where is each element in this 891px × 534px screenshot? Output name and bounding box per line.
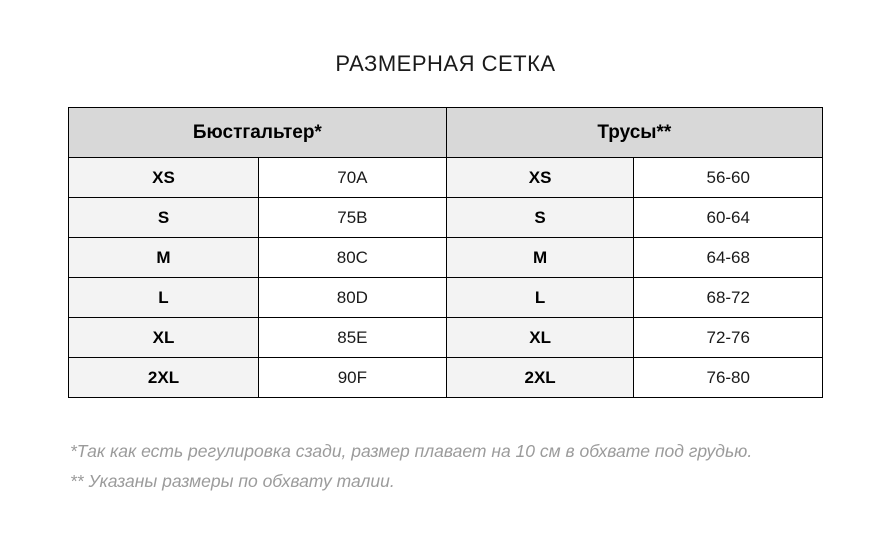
bra-size-label: M	[68, 237, 259, 278]
panties-size-value: 56-60	[633, 157, 823, 198]
panties-size-value: 76-80	[633, 357, 823, 398]
panties-size-label: L	[445, 277, 635, 318]
panties-section-header: Трусы**	[445, 107, 824, 158]
bra-size-value: 90F	[258, 357, 447, 398]
bra-size-value: 85E	[258, 317, 447, 358]
bra-size-label: L	[68, 277, 259, 318]
page-title: РАЗМЕРНАЯ СЕТКА	[335, 51, 556, 76]
panties-size-value: 72-76	[633, 317, 823, 358]
table-header-row: Бюстгальтер* Трусы**	[68, 107, 824, 158]
bra-size-value: 80C	[258, 237, 447, 278]
footnote-bra: *Так как есть регулировка сзади, размер …	[70, 441, 753, 461]
table-row: S 75B S 60-64	[68, 197, 823, 238]
table-row: XS 70A XS 56-60	[68, 157, 823, 198]
panties-size-label: XS	[445, 157, 635, 198]
panties-size-label: XL	[445, 317, 635, 358]
panties-size-label: M	[445, 237, 635, 278]
bra-section-header: Бюстгальтер*	[68, 107, 447, 158]
bra-size-value: 70A	[258, 157, 447, 198]
table-row: L 80D L 68-72	[68, 277, 823, 318]
bra-size-label: XL	[68, 317, 259, 358]
panties-size-value: 60-64	[633, 197, 823, 238]
size-grid-table: Бюстгальтер* Трусы** XS 70A XS 56-60 S 7…	[68, 107, 824, 398]
table-row: XL 85E XL 72-76	[68, 317, 823, 358]
panties-size-value: 64-68	[633, 237, 823, 278]
bra-size-label: 2XL	[68, 357, 259, 398]
panties-size-value: 68-72	[633, 277, 823, 318]
bra-size-value: 80D	[258, 277, 447, 318]
bra-size-value: 75B	[258, 197, 447, 238]
table-row: 2XL 90F 2XL 76-80	[68, 357, 823, 398]
bra-size-label: XS	[68, 157, 259, 198]
panties-size-label: 2XL	[445, 357, 635, 398]
footnote-panties: ** Указаны размеры по обхвату талии.	[70, 471, 395, 491]
footnotes: *Так как есть регулировка сзади, размер …	[70, 436, 860, 496]
panties-size-label: S	[445, 197, 635, 238]
bra-size-label: S	[68, 197, 259, 238]
table-row: M 80C M 64-68	[68, 237, 823, 278]
